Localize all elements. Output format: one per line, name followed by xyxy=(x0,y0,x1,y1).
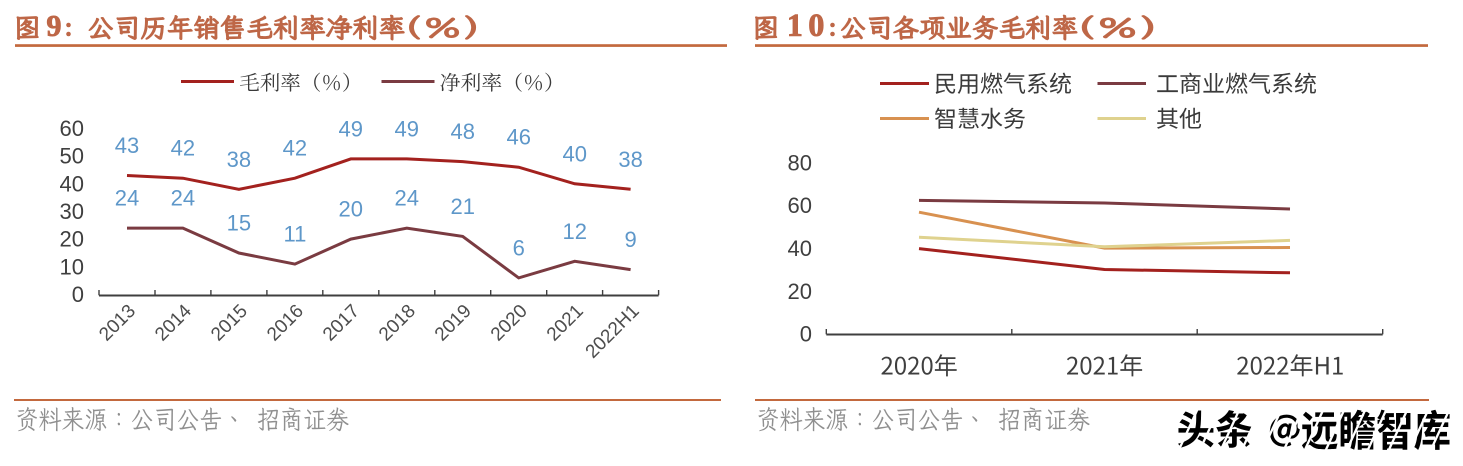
svg-text:24: 24 xyxy=(115,186,139,211)
svg-text:49: 49 xyxy=(395,116,419,141)
svg-text:40: 40 xyxy=(60,171,84,196)
svg-text:38: 38 xyxy=(618,147,642,172)
svg-text:42: 42 xyxy=(283,136,307,161)
svg-text:0: 0 xyxy=(800,322,812,347)
svg-text:46: 46 xyxy=(506,125,530,150)
svg-text:80: 80 xyxy=(788,150,812,175)
svg-text:42: 42 xyxy=(171,136,195,161)
svg-text:38: 38 xyxy=(227,147,251,172)
svg-text:20: 20 xyxy=(339,197,363,222)
svg-text:48: 48 xyxy=(450,119,474,144)
svg-text:20: 20 xyxy=(60,227,84,252)
svg-text:40: 40 xyxy=(562,141,586,166)
svg-text:30: 30 xyxy=(60,199,84,224)
svg-text:49: 49 xyxy=(339,116,363,141)
svg-text:24: 24 xyxy=(395,186,419,211)
svg-text:15: 15 xyxy=(227,211,251,236)
svg-text:60: 60 xyxy=(60,116,84,141)
svg-text:11: 11 xyxy=(283,222,306,247)
svg-text:6: 6 xyxy=(513,235,525,260)
svg-text:21: 21 xyxy=(450,194,474,219)
svg-text:43: 43 xyxy=(115,133,139,158)
svg-text:24: 24 xyxy=(171,186,195,211)
svg-text:40: 40 xyxy=(788,236,812,261)
svg-text:50: 50 xyxy=(60,144,84,169)
svg-text:0: 0 xyxy=(72,282,84,307)
svg-text:60: 60 xyxy=(788,193,812,218)
svg-text:12: 12 xyxy=(562,219,586,244)
svg-text:20: 20 xyxy=(788,279,812,304)
svg-text:10: 10 xyxy=(60,254,84,279)
svg-text:9: 9 xyxy=(624,227,636,252)
